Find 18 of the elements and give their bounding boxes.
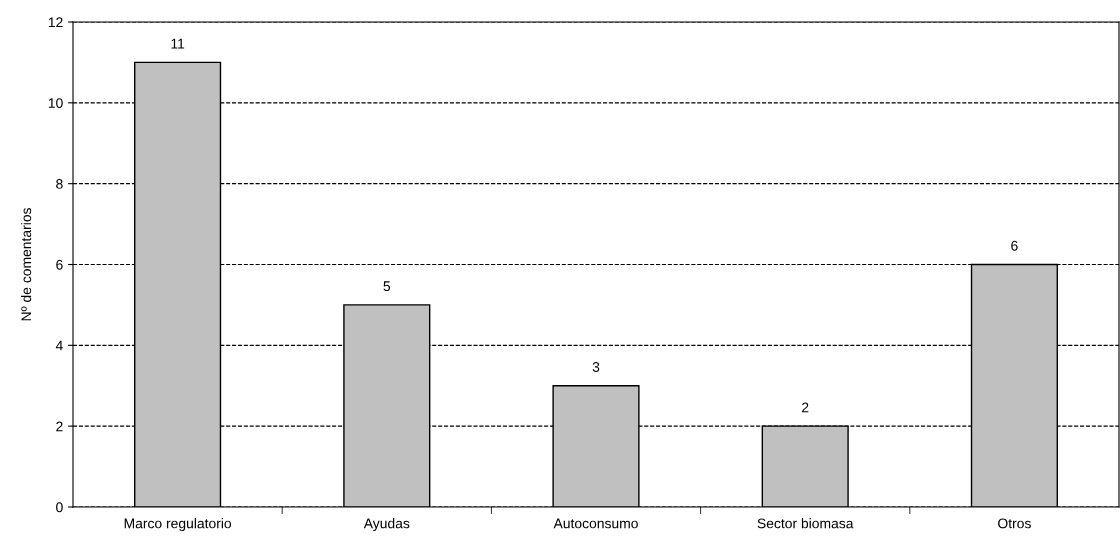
x-tick-label: Otros [998, 518, 1031, 529]
data-label: 5 [383, 281, 391, 292]
y-tick-label: 2 [56, 421, 63, 432]
y-tick-label: 6 [56, 259, 63, 270]
y-tick-label: 12 [48, 17, 63, 28]
y-tick-label: 4 [55, 340, 63, 351]
y-tick-label: 10 [48, 98, 63, 108]
data-label: 3 [592, 362, 600, 372]
x-tick-label: Autoconsumo [553, 518, 638, 529]
y-axis-title: Nº de comentarios [20, 208, 32, 321]
x-tick-label: Sector biomasa [757, 518, 854, 529]
y-tick-label: 8 [56, 179, 63, 189]
data-label: 2 [802, 402, 809, 413]
x-tick-label: Ayudas [363, 518, 410, 532]
x-tick-label: Marco regulatorio [124, 518, 232, 532]
data-label: 11 [171, 38, 185, 49]
y-tick-label: 0 [56, 502, 63, 513]
data-label: 6 [1011, 240, 1018, 251]
